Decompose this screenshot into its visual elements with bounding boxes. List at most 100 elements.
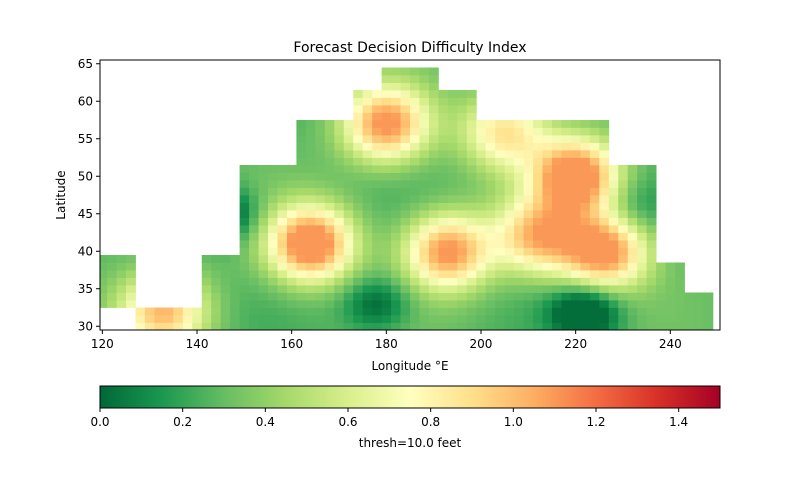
heatmap-cell: [391, 322, 401, 330]
heatmap-cell: [324, 120, 335, 128]
heatmap-cell: [627, 315, 638, 323]
heatmap-cell: [599, 247, 610, 256]
heatmap-cell: [675, 292, 685, 301]
heatmap-cell: [457, 217, 468, 226]
heatmap-cell: [211, 285, 222, 293]
heatmap-cell: [618, 225, 629, 233]
heatmap-cell: [533, 172, 543, 181]
heatmap-cell: [410, 172, 420, 181]
heatmap-cell: [410, 127, 420, 136]
heatmap-cell: [324, 285, 335, 293]
heatmap-cell: [523, 142, 534, 151]
heatmap-cell: [570, 142, 581, 151]
heatmap-cell: [334, 300, 345, 308]
heatmap-cell: [296, 217, 307, 226]
heatmap-cell: [637, 262, 648, 271]
heatmap-cell: [277, 165, 288, 173]
heatmap-cell: [438, 112, 449, 121]
heatmap-cell: [627, 307, 638, 316]
heatmap-cell: [258, 277, 269, 286]
heatmap-cell: [533, 277, 543, 286]
heatmap-cell: [296, 180, 307, 188]
heatmap-cell: [447, 120, 458, 128]
heatmap-cell: [410, 90, 420, 98]
heatmap-cell: [675, 262, 685, 271]
heatmap-cell: [249, 172, 259, 181]
heatmap-cell: [599, 307, 610, 316]
heatmap-cell: [608, 307, 619, 316]
heatmap-cell: [230, 322, 241, 330]
heatmap-cell: [324, 202, 335, 211]
heatmap-cell: [305, 187, 316, 196]
heatmap-cell: [533, 142, 543, 151]
colorbar-tick-label: 0.6: [338, 415, 357, 429]
heatmap-cell: [211, 315, 222, 323]
heatmap-cell: [514, 300, 524, 308]
heatmap-cell: [466, 105, 477, 113]
heatmap-cell: [372, 150, 383, 158]
heatmap-cell: [296, 127, 307, 136]
heatmap-cell: [551, 202, 562, 211]
heatmap-cell: [305, 180, 316, 188]
heatmap-cell: [391, 187, 401, 196]
heatmap-cell: [268, 255, 278, 263]
heatmap-cell: [268, 210, 278, 218]
heatmap-cell: [230, 277, 241, 286]
heatmap-cell: [107, 255, 117, 263]
heatmap-cell: [305, 300, 316, 308]
heatmap-cell: [305, 232, 316, 241]
heatmap-cell: [239, 172, 250, 181]
heatmap-cell: [239, 255, 250, 263]
heatmap-cell: [466, 225, 477, 233]
heatmap-cell: [476, 202, 487, 211]
heatmap-cell: [126, 292, 136, 301]
heatmap-cell: [296, 240, 307, 248]
heatmap-cell: [362, 165, 373, 173]
heatmap-cell: [495, 165, 506, 173]
heatmap-cell: [504, 232, 515, 241]
heatmap-cell: [201, 322, 212, 330]
heatmap-cell: [315, 307, 326, 316]
heatmap-cell: [637, 315, 648, 323]
heatmap-cell: [495, 255, 506, 263]
heatmap-cell: [381, 165, 392, 173]
heatmap-cell: [447, 97, 458, 106]
heatmap-cell: [495, 180, 506, 188]
heatmap-cell: [504, 277, 515, 286]
heatmap-cell: [627, 277, 638, 286]
heatmap-cell: [466, 90, 477, 98]
heatmap-cell: [533, 232, 543, 241]
heatmap-cell: [561, 315, 572, 323]
heatmap-cell: [495, 225, 506, 233]
heatmap-cell: [201, 262, 212, 271]
heatmap-cell: [608, 247, 619, 256]
heatmap-cell: [627, 255, 638, 263]
heatmap-cell: [362, 277, 373, 286]
heatmap-cell: [400, 307, 411, 316]
heatmap-cell: [656, 300, 666, 308]
heatmap-cell: [391, 165, 401, 173]
heatmap-cell: [514, 180, 524, 188]
heatmap-cell: [428, 300, 439, 308]
heatmap-cell: [608, 292, 619, 301]
heatmap-cell: [381, 142, 392, 151]
heatmap-cell: [381, 277, 392, 286]
heatmap-cell: [485, 322, 496, 330]
heatmap-cell: [192, 307, 203, 316]
heatmap-cell: [504, 150, 515, 158]
heatmap-cell: [428, 225, 439, 233]
heatmap-cell: [589, 150, 600, 158]
y-tick-label: 35: [78, 282, 93, 296]
heatmap-cell: [485, 232, 496, 241]
heatmap-cell: [258, 172, 269, 181]
heatmap-cell: [551, 277, 562, 286]
heatmap-cell: [428, 202, 439, 211]
heatmap-cell: [637, 270, 648, 278]
heatmap-cell: [523, 232, 534, 241]
heatmap-cell: [258, 165, 269, 173]
heatmap-cell: [599, 172, 610, 181]
heatmap-cell: [457, 142, 468, 151]
heatmap-cell: [372, 285, 383, 293]
y-tick-label: 40: [78, 244, 93, 258]
heatmap-cell: [438, 262, 449, 271]
